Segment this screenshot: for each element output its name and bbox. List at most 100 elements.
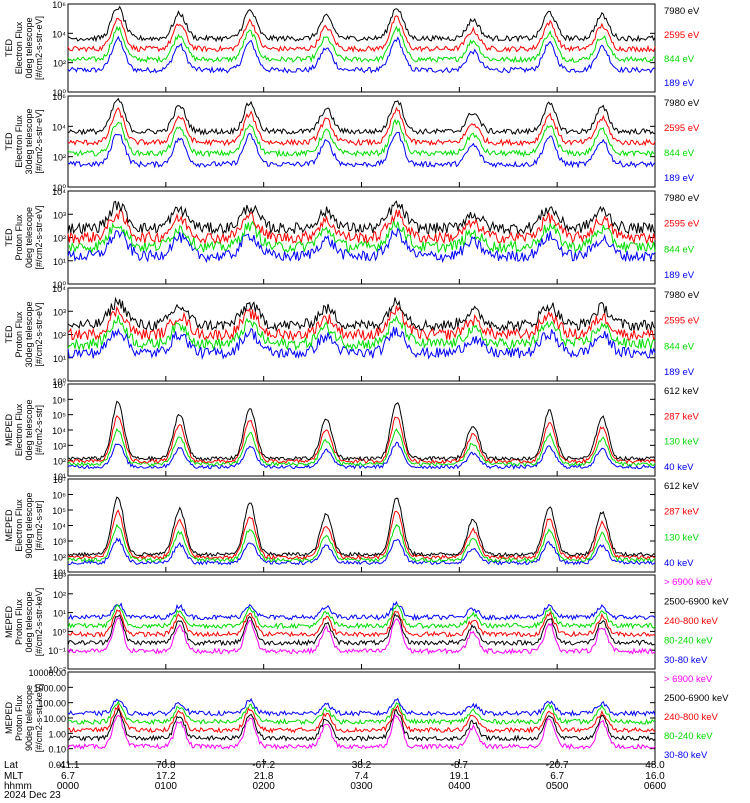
panel-ted-electron-30deg: 10⁶ 10⁴ 10² 10⁰ TED Electron Flux 30deg telesc… xyxy=(4,92,700,193)
y-axis-label: [#/cm2-s-str-eV] xyxy=(34,205,44,269)
y-axis-label: Proton Flux xyxy=(14,311,24,358)
legend-entry: 240-800 keV xyxy=(664,712,719,723)
y-axis-label: Proton Flux xyxy=(14,214,24,261)
x-tick-lat: 70.8 xyxy=(156,760,176,771)
series-line-2500-6900-kev xyxy=(67,707,656,742)
y-tick-label: 10⁰ xyxy=(52,183,66,193)
x-tick-mlt: 6.7 xyxy=(550,771,564,782)
y-tick-label: 1.00 xyxy=(48,729,66,739)
y-tick-label: 10² xyxy=(53,153,66,163)
x-tick-lat: -20.7 xyxy=(546,760,569,771)
series-line--6900-kev xyxy=(67,713,656,751)
y-tick-label: 10² xyxy=(53,553,66,563)
series-line-189-ev xyxy=(67,35,656,74)
y-tick-label: 10² xyxy=(53,331,66,341)
y-tick-label: 10⁴ xyxy=(52,29,66,39)
panel-frame xyxy=(67,287,656,382)
y-axis-label: 0deg telescope xyxy=(24,591,34,652)
y-tick-label: 10¹ xyxy=(53,472,66,482)
legend-entry: 612 keV xyxy=(664,481,700,492)
series-line-844-ev xyxy=(67,314,656,352)
x-tick-mlt: 21.8 xyxy=(254,771,274,782)
legend-entry: 40 keV xyxy=(664,462,694,473)
x-tick-hhmm: 0000 xyxy=(57,781,80,792)
legend-entry: 189 eV xyxy=(664,173,695,184)
series-line-40-kev xyxy=(67,537,656,566)
x-tick-hhmm: 0100 xyxy=(155,781,178,792)
y-axis-label: 90deg telescope xyxy=(24,685,34,751)
series-line-240-800-kev xyxy=(67,703,656,734)
series-line-130-kev xyxy=(67,523,656,563)
series-line-2595-ev xyxy=(67,305,656,342)
series-line--6900-kev xyxy=(67,617,656,655)
y-axis-label: 30deg telescope xyxy=(24,108,34,174)
y-axis-label: Proton Flux xyxy=(14,598,24,645)
y-tick-label: 10⁴ xyxy=(52,284,66,294)
series-line-2595-ev xyxy=(67,15,656,53)
x-tick-mlt: 6.7 xyxy=(61,771,75,782)
legend-entry: 189 eV xyxy=(664,78,695,89)
legend-entry: > 6900 keV xyxy=(664,674,713,685)
y-tick-label: 10⁰ xyxy=(52,280,66,290)
x-axis-row-label: 2024 Dec 23 xyxy=(4,790,61,800)
panel-ted-proton-0deg: 10⁴ 10³ 10² 10¹ 10⁰ TED Proton Flux 0deg telesc… xyxy=(4,187,700,290)
series-line-7980-ev xyxy=(67,5,656,43)
legend-entry: 844 eV xyxy=(664,54,695,65)
x-tick-lat: -8.7 xyxy=(451,760,469,771)
x-tick-mlt: 16.0 xyxy=(645,771,665,782)
y-axis-label: MEPED xyxy=(4,702,14,735)
y-axis-label: MEPED xyxy=(4,414,14,447)
y-tick-label: 10⁶ xyxy=(52,395,66,405)
legend-entry: 2595 eV xyxy=(664,316,700,327)
series-line-844-ev xyxy=(67,118,656,158)
series-line-844-ev xyxy=(67,219,656,254)
y-tick-label: 10⁴ xyxy=(52,187,66,197)
y-tick-label: 100.00 xyxy=(38,699,66,709)
legend-entry: 30-80 keV xyxy=(664,750,708,761)
y-axis-label: 30deg telescope xyxy=(24,301,34,367)
y-axis-label: [#/cm2-s-str-eV] xyxy=(34,302,44,366)
x-tick-hhmm: 0500 xyxy=(546,781,569,792)
y-axis-label: 90deg telescope xyxy=(24,492,34,558)
legend-entry: 80-240 keV xyxy=(664,636,713,647)
legend-entry: 2500-6900 keV xyxy=(664,597,729,608)
y-tick-label: 10³ xyxy=(53,537,66,547)
x-axis-row-label: MLT xyxy=(4,771,23,782)
y-tick-label: 10⁷ xyxy=(53,380,66,390)
y-axis-label: 0deg telescope xyxy=(24,207,34,268)
x-tick-mlt: 17.2 xyxy=(156,771,176,782)
legend-entry: 844 eV xyxy=(664,244,695,255)
y-tick-label: 10³ xyxy=(53,441,66,451)
legend-entry: 612 keV xyxy=(664,386,700,397)
series-line-189-ev xyxy=(67,227,656,264)
x-tick-lat: 38.2 xyxy=(352,760,372,771)
legend-entry: 2500-6900 keV xyxy=(664,693,729,704)
series-line-7980-ev xyxy=(67,200,656,236)
x-tick-hhmm: 0400 xyxy=(448,781,471,792)
legend-entry: 7980 eV xyxy=(664,193,700,204)
legend-entry: 189 eV xyxy=(664,270,695,281)
legend-entry: > 6900 keV xyxy=(664,577,713,588)
y-tick-label: 10⁵ xyxy=(52,411,66,421)
y-tick-label: 10000.00 xyxy=(28,668,66,678)
y-tick-label: 10.00 xyxy=(43,714,66,724)
y-axis-label: [#/cm2-s-str] xyxy=(34,500,44,550)
y-axis-label: TED xyxy=(4,38,14,57)
series-line-287-kev xyxy=(68,509,656,561)
y-axis-label: Electron Flux xyxy=(14,115,24,168)
y-axis-label: 0deg telescope xyxy=(24,399,34,460)
legend-entry: 80-240 keV xyxy=(664,731,713,742)
y-tick-label: 10¹ xyxy=(53,568,66,578)
y-tick-label: 0.10 xyxy=(48,745,66,755)
series-line-189-ev xyxy=(67,132,656,169)
series-line-30-80-kev xyxy=(67,697,656,718)
y-axis-label: 0deg telescope xyxy=(24,17,34,78)
y-tick-label: 10¹ xyxy=(53,257,66,267)
legend-entry: 844 eV xyxy=(664,341,695,352)
legend-entry: 240-800 keV xyxy=(664,616,719,627)
x-tick-hhmm: 0600 xyxy=(644,781,667,792)
legend-entry: 2595 eV xyxy=(664,219,700,230)
y-tick-label: 10² xyxy=(53,234,66,244)
y-axis-label: [#/cm2-s-str-keV] xyxy=(34,684,44,753)
